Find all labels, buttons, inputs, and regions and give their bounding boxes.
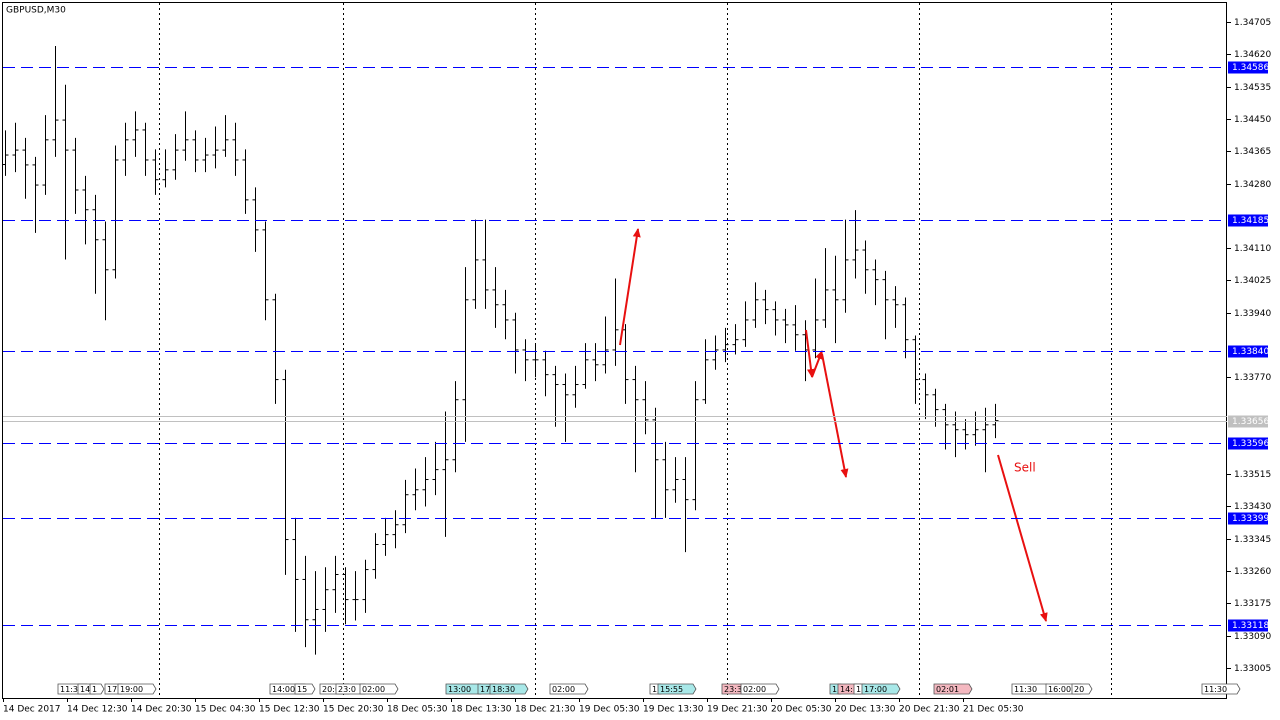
y-tick-label: 1.34620 xyxy=(1234,50,1271,60)
x-tick-label: 18 Dec 05:30 xyxy=(387,705,448,715)
x-tick-label: 20 Dec 05:30 xyxy=(771,705,832,715)
arrow xyxy=(811,350,823,378)
y-tick-label: 1.34110 xyxy=(1234,244,1271,254)
y-tick-label: 1.34025 xyxy=(1234,276,1271,286)
y-tick-label: 1.33770 xyxy=(1234,373,1271,383)
current-price-box xyxy=(1228,415,1268,428)
plot-frame xyxy=(2,2,1227,699)
plot xyxy=(2,45,999,655)
event-label: 14:00 xyxy=(272,685,295,694)
level-label: 1.33840 xyxy=(1232,347,1269,357)
y-tick-label: 1.33090 xyxy=(1234,632,1271,642)
y-tick-label: 1.34535 xyxy=(1234,83,1271,93)
arrow xyxy=(821,353,849,478)
y-tick-label: 1.33940 xyxy=(1234,309,1271,319)
level-label: 1.34185 xyxy=(1232,216,1269,226)
level-label: 1.33118 xyxy=(1232,621,1269,631)
event-label: 17 xyxy=(480,685,490,694)
arrows xyxy=(619,228,1048,622)
y-tick-label: 1.33515 xyxy=(1234,470,1271,480)
event-label: 11:30 xyxy=(1014,685,1037,694)
event-label: 1 xyxy=(856,685,861,694)
arrow xyxy=(805,329,815,378)
event-flag xyxy=(294,683,316,695)
x-tick-label: 19 Dec 21:30 xyxy=(707,705,768,715)
y-tick-label: 1.33430 xyxy=(1234,502,1271,512)
x-tick-label: 14 Dec 2017 xyxy=(3,705,61,715)
x-tick-label: 18 Dec 21:30 xyxy=(515,705,576,715)
arrow xyxy=(619,228,641,346)
x-tick-label: 14 Dec 20:30 xyxy=(131,705,192,715)
event-label: 11:30 xyxy=(1204,685,1227,694)
level-label: 1.33399 xyxy=(1232,514,1269,524)
event-label: 02:00 xyxy=(362,685,385,694)
annotation: Sell xyxy=(1014,461,1036,475)
event-label: 15 xyxy=(297,685,307,694)
level-box xyxy=(1228,512,1268,525)
event-label: 11:3 xyxy=(60,685,78,694)
event-flag xyxy=(933,683,973,695)
y-tick-label: 1.33005 xyxy=(1234,664,1271,674)
event-flag xyxy=(489,683,529,695)
event-flag xyxy=(1071,683,1093,695)
event-label: 14: xyxy=(840,685,853,694)
event-label: 20:0 xyxy=(322,685,340,694)
chart-title: GBPUSD,M30 xyxy=(6,6,66,16)
x-tick-label: 18 Dec 13:30 xyxy=(451,705,512,715)
x-tick-label: 14 Dec 12:30 xyxy=(67,705,128,715)
current-price-label: 1.33656 xyxy=(1232,417,1269,427)
x-tick-label: 19 Dec 05:30 xyxy=(579,705,640,715)
day-separators xyxy=(159,3,1112,698)
event-label: 17 xyxy=(107,685,117,694)
y-tick-label: 1.34705 xyxy=(1234,18,1271,28)
x-tick-label: 21 Dec 05:30 xyxy=(963,705,1024,715)
event-label: 17:00 xyxy=(864,685,887,694)
event-flag xyxy=(359,683,399,695)
event-label: 1 xyxy=(832,685,837,694)
y-tick-label: 1.34450 xyxy=(1234,115,1271,125)
event-label: 1 xyxy=(92,685,97,694)
level-box xyxy=(1228,345,1268,358)
event-label: 20 xyxy=(1074,685,1084,694)
level-box xyxy=(1228,437,1268,450)
event-flag xyxy=(117,683,157,695)
level-box xyxy=(1228,619,1268,632)
event-label: 23:0 xyxy=(338,685,356,694)
event-label: 19:00 xyxy=(120,685,143,694)
x-tick-label: 19 Dec 13:30 xyxy=(643,705,704,715)
level-label: 1.33596 xyxy=(1232,439,1269,449)
y-tick-label: 1.33345 xyxy=(1234,535,1271,545)
event-label: 16:00 xyxy=(1048,685,1071,694)
level-label: 1.34586 xyxy=(1232,63,1269,73)
event-label: 02:01 xyxy=(936,685,959,694)
event-label: 14 xyxy=(80,685,90,694)
level-box xyxy=(1228,61,1268,74)
event-flag xyxy=(89,683,105,695)
x-tick-label: 15 Dec 04:30 xyxy=(195,705,256,715)
level-box xyxy=(1228,214,1268,227)
y-tick-label: 1.34280 xyxy=(1234,180,1271,190)
event-flag xyxy=(549,683,589,695)
event-flag xyxy=(861,683,901,695)
event-label: 02:00 xyxy=(743,685,766,694)
x-tick-label: 20 Dec 13:30 xyxy=(835,705,896,715)
event-flag xyxy=(740,683,780,695)
x-tick-label: 20 Dec 21:30 xyxy=(899,705,960,715)
event-flag xyxy=(1201,683,1241,695)
event-label: 23:3 xyxy=(724,685,742,694)
y-tick-label: 1.33260 xyxy=(1234,567,1271,577)
event-flag xyxy=(657,683,697,695)
arrow xyxy=(997,454,1048,622)
event-label: 15:55 xyxy=(660,685,683,694)
x-tick-label: 15 Dec 20:30 xyxy=(323,705,384,715)
event-label: 13:00 xyxy=(448,685,471,694)
y-tick-label: 1.33175 xyxy=(1234,599,1271,609)
y-tick-label: 1.34365 xyxy=(1234,147,1271,157)
event-label: 02:00 xyxy=(552,685,575,694)
x-tick-label: 15 Dec 12:30 xyxy=(259,705,320,715)
event-label: 18:30 xyxy=(492,685,515,694)
event-label: 1 xyxy=(652,685,657,694)
